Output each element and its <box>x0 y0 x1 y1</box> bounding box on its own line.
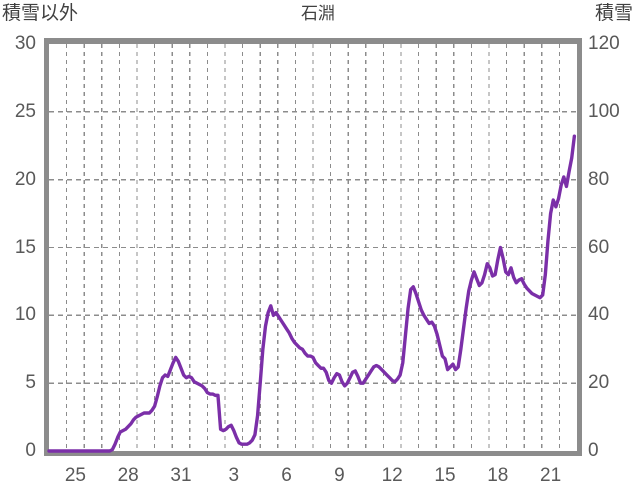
x-tick-15: 15 <box>434 465 456 486</box>
x-tick-18: 18 <box>487 465 509 486</box>
x-tick-31: 31 <box>170 465 192 486</box>
left-tick-20: 20 <box>14 168 36 190</box>
x-tick-12: 12 <box>381 465 403 486</box>
right-tick-100: 100 <box>588 100 620 122</box>
right-axis-title: 積雪 <box>594 3 633 24</box>
x-tick-25: 25 <box>64 465 86 486</box>
left-tick-10: 10 <box>14 304 36 326</box>
left-axis-title: 積雪以外 <box>2 3 79 24</box>
right-tick-20: 20 <box>588 372 610 394</box>
plot-area <box>44 38 582 456</box>
left-tick-30: 30 <box>14 33 36 54</box>
left-tick-25: 25 <box>14 100 36 122</box>
page-title: 石淵 <box>301 4 335 23</box>
left-tick-15: 15 <box>14 236 36 258</box>
series-snow-line <box>47 134 577 453</box>
right-tick-60: 60 <box>588 236 610 258</box>
right-tick-80: 80 <box>588 168 610 190</box>
x-tick-21: 21 <box>540 465 562 486</box>
gridlines <box>49 44 577 451</box>
x-tick-28: 28 <box>117 465 139 486</box>
right-tick-40: 40 <box>588 304 610 326</box>
left-tick-0: 0 <box>25 440 36 461</box>
x-tick-3: 3 <box>228 465 240 486</box>
right-tick-120: 120 <box>588 33 620 54</box>
x-tick-6: 6 <box>281 465 292 486</box>
left-tick-5: 5 <box>25 372 36 394</box>
x-tick-9: 9 <box>334 465 345 486</box>
right-tick-0: 0 <box>588 440 599 461</box>
